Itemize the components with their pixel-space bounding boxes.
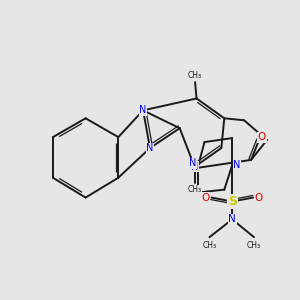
Text: S: S	[228, 195, 237, 208]
Text: N: N	[228, 214, 236, 224]
Text: O: O	[201, 193, 210, 202]
Text: CH₃: CH₃	[247, 241, 261, 250]
Text: N: N	[191, 162, 198, 172]
Text: N: N	[140, 105, 147, 116]
Text: O: O	[255, 193, 263, 202]
Text: CH₃: CH₃	[188, 185, 202, 194]
Text: N: N	[189, 158, 197, 168]
Text: O: O	[258, 132, 266, 142]
Text: N: N	[146, 143, 154, 153]
Text: CH₃: CH₃	[188, 71, 202, 80]
Text: N: N	[233, 160, 240, 170]
Text: CH₃: CH₃	[202, 241, 217, 250]
